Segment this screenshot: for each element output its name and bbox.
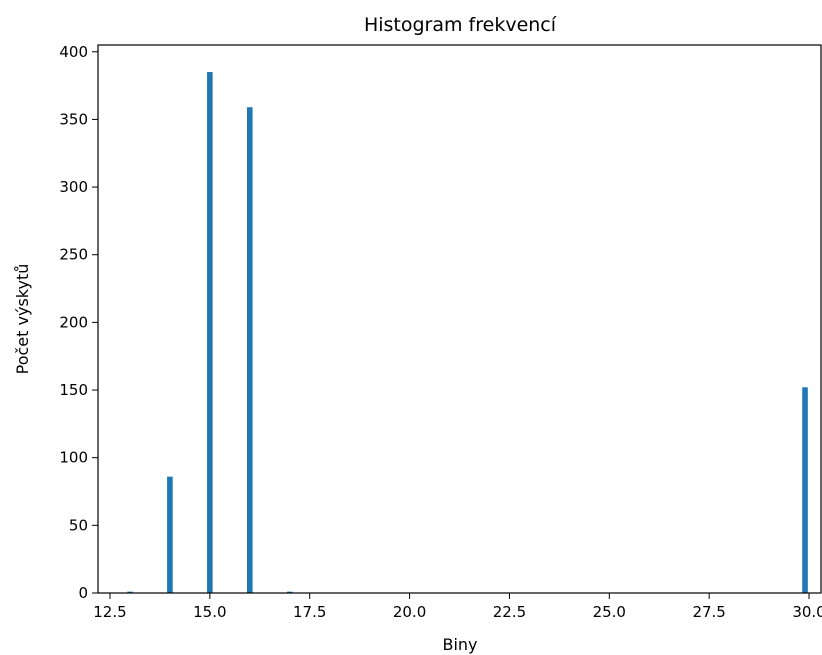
y-tick-label-4: 200	[59, 313, 88, 331]
y-tick-label-2: 100	[59, 449, 88, 467]
x-tick-label-3: 20.0	[393, 603, 426, 621]
y-tick-label-0: 0	[78, 584, 88, 602]
y-tick-label-8: 400	[59, 43, 88, 61]
x-tick-label-6: 27.5	[692, 603, 725, 621]
x-axis-label: Biny	[442, 635, 477, 654]
x-tick-label-2: 17.5	[293, 603, 326, 621]
x-tick-label-7: 30.0	[792, 603, 822, 621]
x-axis-ticks: 12.5 15.0 17.5 20.0 22.5 25.0 27.5 30.0	[93, 593, 822, 621]
histogram-bar-0	[127, 591, 133, 593]
y-axis-ticks: 0 50 100 150 200 250 300 350 400	[59, 43, 98, 602]
histogram-bar-5	[802, 387, 808, 593]
histogram-bar-2	[207, 72, 213, 594]
y-tick-label-7: 350	[59, 110, 88, 128]
histogram-bar-4	[286, 591, 293, 593]
y-tick-label-6: 300	[59, 178, 88, 196]
y-tick-label-1: 50	[69, 516, 88, 534]
chart-title: Histogram frekvencí	[364, 14, 557, 36]
x-tick-label-1: 15.0	[193, 603, 226, 621]
histogram-bar-3	[246, 107, 253, 593]
y-tick-label-3: 150	[59, 381, 88, 399]
bars-group	[127, 72, 808, 594]
x-tick-label-5: 25.0	[593, 603, 626, 621]
plot-frame	[97, 44, 822, 594]
histogram-bar-1	[167, 476, 173, 593]
x-tick-label-0: 12.5	[93, 603, 126, 621]
y-tick-label-5: 250	[59, 246, 88, 264]
y-axis-label: Počet výskytů	[13, 264, 32, 375]
x-tick-label-4: 22.5	[493, 603, 526, 621]
